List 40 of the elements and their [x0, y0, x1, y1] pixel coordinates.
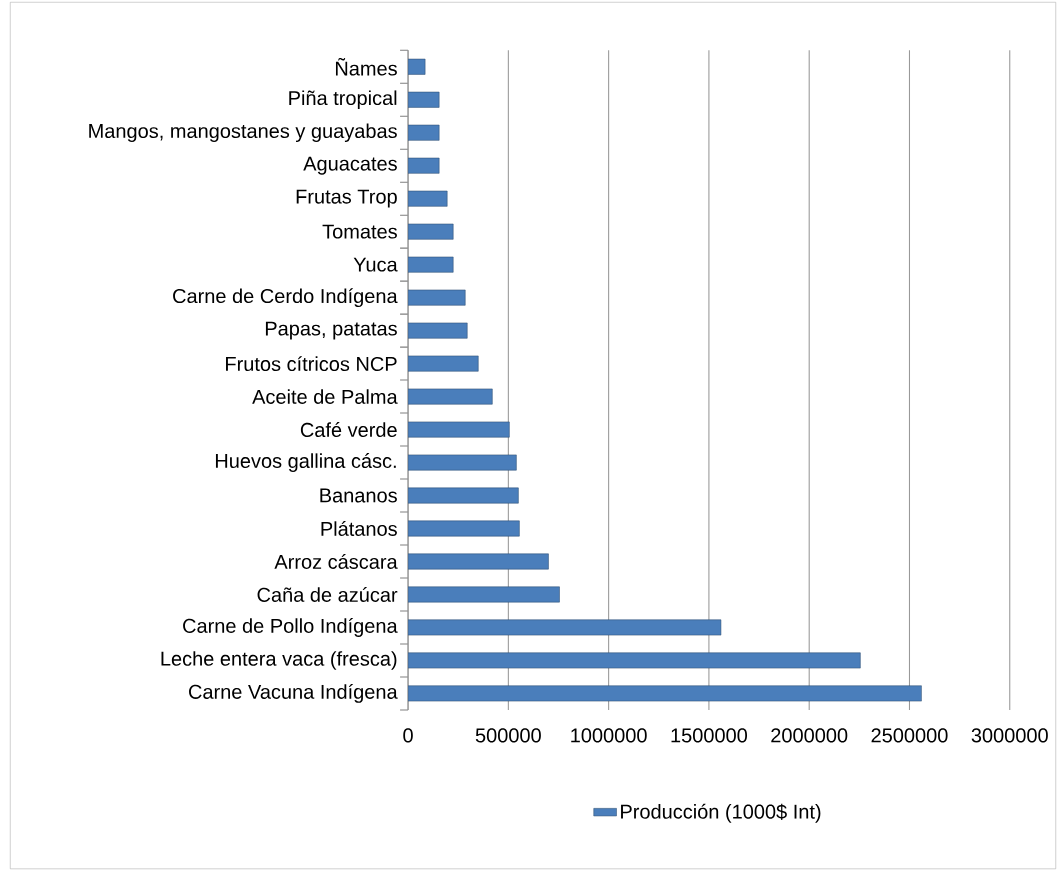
bar: [408, 487, 519, 504]
y-tick-label: Frutos cítricos NCP: [226, 356, 397, 371]
y-tick-label: Café verde: [300, 422, 397, 437]
bar: [408, 454, 517, 471]
bar: [408, 619, 722, 636]
y-tick-label: Caña de azúcar: [257, 586, 398, 602]
y-tick-label: Papas, patatas: [265, 321, 397, 340]
x-tick-label: 500000: [475, 728, 541, 743]
bar: [408, 421, 510, 438]
bar: [408, 388, 493, 405]
bar: [408, 553, 549, 570]
y-tick-label: Tomates: [322, 224, 397, 239]
y-tick-label: Aguacates: [303, 156, 397, 175]
y-tick-label: Carne de Cerdo Indígena: [173, 288, 398, 307]
x-tick-label: 2000000: [771, 728, 848, 743]
x-tick-label: 1000000: [571, 728, 647, 743]
x-tick-label: 0: [403, 728, 413, 743]
y-tick-label: Yuca: [353, 257, 398, 272]
y-tick-label: Huevos gallina cásc.: [215, 453, 396, 472]
legend-label: Producción (1000$ Int): [621, 803, 821, 823]
y-tick-label: Arroz cáscara: [274, 553, 398, 569]
bar: [408, 520, 520, 537]
y-tick-label: Frutas Trop: [296, 189, 397, 208]
y-tick-label: Carne de Pollo Indígena: [183, 617, 398, 637]
y-tick-label: Leche entera vaca (fresca): [161, 651, 397, 670]
bar: [408, 586, 560, 603]
y-tick-label: Bananos: [320, 488, 397, 503]
x-tick-label: 1500000: [671, 728, 748, 743]
bar: [408, 355, 479, 372]
bar: [408, 322, 468, 339]
x-tick-label: 3000000: [971, 728, 1048, 743]
y-tick-label: Mangos, mangostanes y guayabas: [89, 123, 397, 142]
bar: [408, 685, 922, 702]
y-tick-label: Aceite de Palma: [252, 389, 398, 404]
x-tick-label: 2500000: [871, 728, 948, 743]
y-tick-label: Plátanos: [321, 521, 397, 536]
y-tick-label: Piña tropical: [289, 90, 397, 109]
y-tick-label: Ñames: [335, 57, 397, 76]
bar: [408, 652, 861, 669]
y-tick-label: Carne Vacuna Indígena: [189, 683, 398, 703]
